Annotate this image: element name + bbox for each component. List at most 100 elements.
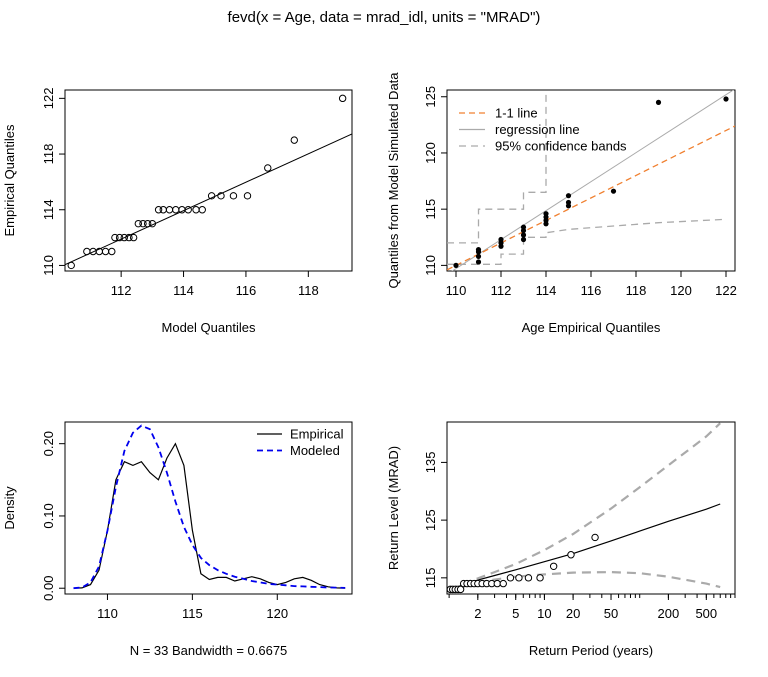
data-point	[67, 261, 75, 270]
data-point	[453, 262, 459, 268]
x-axis-label: Return Period (years)	[529, 643, 653, 658]
y-axis-label: Density	[2, 486, 17, 530]
y-tick-label: 125	[423, 509, 438, 531]
data-point	[120, 233, 128, 242]
confidence-band-line	[448, 422, 721, 592]
data-point	[159, 206, 167, 214]
data-point	[111, 233, 119, 242]
x-tick-label: 118	[298, 283, 319, 298]
y-tick-label: 115	[423, 567, 438, 588]
data-point	[264, 164, 272, 172]
fit-line	[65, 133, 352, 266]
data-point	[243, 192, 252, 200]
y-tick-label: 120	[423, 142, 438, 164]
data-point	[139, 219, 147, 228]
data-point	[565, 199, 572, 206]
data-point	[610, 188, 617, 194]
y-tick-label: 125	[423, 86, 438, 108]
plot-data	[447, 422, 721, 594]
data-point	[565, 193, 572, 199]
x-tick-label: 10	[537, 606, 551, 621]
regression-line	[451, 90, 735, 271]
data-point	[506, 574, 515, 582]
data-point	[549, 562, 558, 570]
data-point	[115, 233, 124, 242]
data-point	[165, 206, 174, 214]
plot-data	[65, 94, 352, 270]
data-point	[101, 247, 110, 256]
y-tick-label: 0.20	[41, 431, 56, 456]
data-point	[108, 247, 116, 256]
y-tick-label: 0.10	[41, 503, 56, 528]
y-tick-label: 110	[41, 255, 56, 276]
data-point	[456, 585, 465, 594]
panel-density: 110 115 120 0.00 0.10 0.20 N = 33 Bandwidth = …	[2, 421, 353, 658]
y-tick-label: 135	[423, 452, 438, 474]
y-axis-label: Return Level (MRAD)	[386, 446, 401, 570]
x-tick-label: 110	[446, 283, 467, 298]
x-tick-label: 5	[512, 606, 519, 621]
panel-return-level: 2 5 10 20 50 200 500 115 125 135 Return Period (ye…	[386, 421, 736, 658]
data-point	[129, 233, 138, 242]
x-tick-label: 120	[266, 606, 288, 621]
panel-qq-model: 112 114 116 118 110 114 118 122 Model Quantiles E…	[2, 88, 353, 335]
y-axis-label: Empirical Quantiles	[2, 124, 17, 236]
data-point	[655, 99, 662, 105]
data-point	[184, 206, 192, 214]
plot-data	[447, 90, 735, 271]
data-point	[499, 579, 507, 588]
data-point	[591, 533, 599, 542]
x-axis-label: N = 33 Bandwidth = 0.6675	[130, 643, 288, 658]
x-tick-label: 115	[182, 606, 203, 621]
y-tick-label: 122	[41, 88, 56, 110]
y-axis-label: Quantiles from Model Simulated Data	[386, 72, 401, 289]
x-tick-label: 118	[626, 283, 647, 298]
lower-confidence-band	[447, 218, 727, 265]
data-point	[143, 219, 152, 228]
y-tick-label: 118	[41, 144, 56, 165]
y-tick-label: 110	[423, 255, 438, 276]
density-line	[73, 442, 346, 589]
data-point	[475, 247, 482, 253]
y-tick-label: 114	[41, 199, 56, 220]
data-point	[192, 206, 200, 214]
x-tick-label: 200	[658, 606, 680, 621]
data-point	[567, 551, 575, 559]
data-point	[154, 206, 163, 214]
density-line	[73, 424, 346, 590]
legend-label: regression line	[495, 122, 580, 137]
data-point	[172, 206, 180, 214]
data-point	[515, 574, 523, 582]
data-point	[524, 574, 533, 582]
x-axis-label: Age Empirical Quantiles	[522, 320, 661, 335]
one-to-one-line	[447, 125, 735, 271]
plot-frame	[64, 89, 353, 272]
figure-title: fevd(x = Age, data = mrad_idl, units = "…	[228, 9, 541, 26]
y-tick-label: 115	[423, 199, 438, 220]
legend-label: 95% confidence bands	[495, 139, 627, 154]
legend-label: Empirical	[290, 427, 344, 442]
plot-frame	[64, 421, 353, 595]
data-point	[290, 136, 298, 144]
x-axis-label: Model Quantiles	[162, 320, 256, 335]
x-tick-label: 110	[97, 606, 118, 621]
data-point	[148, 219, 157, 228]
x-tick-label: 2	[474, 606, 481, 621]
legend-label: Modeled	[290, 443, 340, 458]
data-point	[498, 236, 504, 243]
data-point	[229, 192, 238, 200]
x-tick-label: 116	[581, 283, 602, 298]
data-point	[475, 259, 482, 265]
data-point	[536, 574, 544, 582]
data-point	[217, 192, 225, 200]
data-point	[83, 247, 91, 256]
x-tick-label: 116	[236, 283, 257, 298]
x-tick-label: 20	[566, 606, 580, 621]
x-tick-label: 114	[173, 283, 194, 298]
data-point	[198, 206, 206, 214]
x-tick-label: 500	[695, 606, 717, 621]
x-tick-label: 114	[536, 283, 557, 298]
